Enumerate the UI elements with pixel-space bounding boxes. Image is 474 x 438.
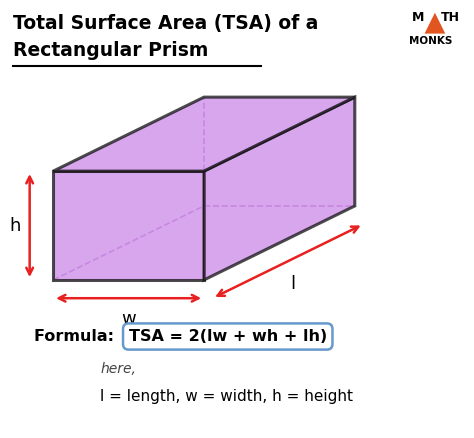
Text: TH: TH (440, 11, 460, 24)
Text: l: l (290, 275, 295, 293)
Text: Formula:: Formula: (35, 329, 120, 344)
Polygon shape (53, 171, 204, 280)
Text: w: w (121, 311, 136, 328)
Text: here,: here, (100, 362, 136, 376)
Polygon shape (204, 97, 355, 280)
Text: Total Surface Area (TSA) of a: Total Surface Area (TSA) of a (13, 14, 319, 32)
Polygon shape (425, 13, 445, 34)
Text: MONKS: MONKS (410, 36, 453, 46)
Polygon shape (53, 97, 355, 171)
Text: l = length, w = width, h = height: l = length, w = width, h = height (100, 389, 353, 404)
Text: Rectangular Prism: Rectangular Prism (13, 41, 209, 60)
Text: M: M (412, 11, 425, 24)
Text: TSA = 2(lw + wh + lh): TSA = 2(lw + wh + lh) (128, 329, 327, 344)
Text: h: h (9, 216, 20, 234)
